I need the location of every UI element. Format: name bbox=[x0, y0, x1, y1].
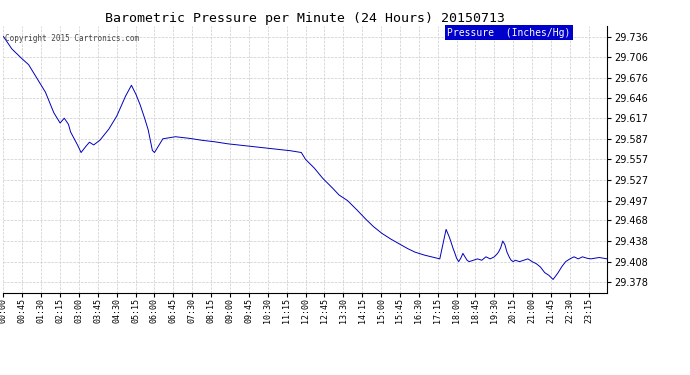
Text: Pressure  (Inches/Hg): Pressure (Inches/Hg) bbox=[447, 28, 571, 38]
Title: Barometric Pressure per Minute (24 Hours) 20150713: Barometric Pressure per Minute (24 Hours… bbox=[106, 12, 505, 25]
Text: Copyright 2015 Cartronics.com: Copyright 2015 Cartronics.com bbox=[5, 34, 139, 43]
